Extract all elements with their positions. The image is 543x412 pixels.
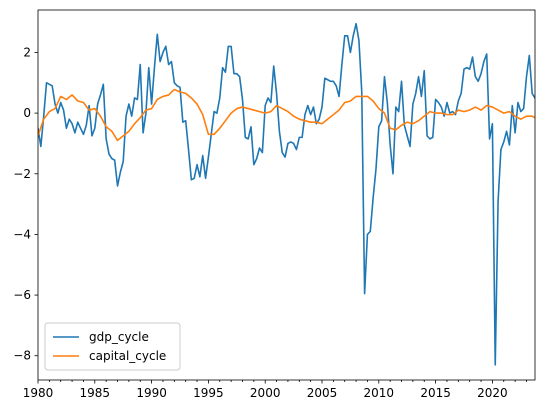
x-tick-label: 2005 [307,386,338,400]
legend-label-capital-cycle: capital_cycle [89,349,166,363]
legend-label-gdp-cycle: gdp_cycle [89,330,149,344]
series-line-capital-cycle [38,88,535,142]
x-tick-label: 2020 [477,386,508,400]
legend-box [44,322,181,371]
axes: 1980 1985 1990 1995 2000 2005 2010 2015 2020 −8 −6… [13,9,536,400]
y-tick-label: −8 [13,349,31,363]
y-tick-label: 2 [23,45,31,59]
axes-frame [37,9,536,381]
y-tick-label: −2 [13,167,31,181]
legend: gdp_cycle capital_cycle [44,322,181,371]
series-line-gdp-cycle [38,22,535,366]
y-tick-label: −6 [13,288,31,302]
plot-area [38,22,535,366]
y-tick-label: −4 [13,227,31,241]
x-tick-label: 1985 [80,386,111,400]
x-tick-label: 1980 [23,386,54,400]
x-tick-label: 2010 [364,386,395,400]
x-tick-label: 1990 [136,386,167,400]
y-tick-label: 0 [23,106,31,120]
x-tick-label: 2000 [250,386,281,400]
x-tick-label: 1995 [193,386,224,400]
x-tick-label: 2015 [420,386,451,400]
